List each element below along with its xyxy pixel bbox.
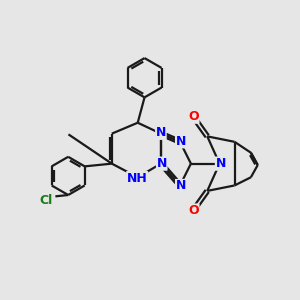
Text: Cl: Cl xyxy=(39,194,52,207)
Text: O: O xyxy=(188,204,199,217)
Text: N: N xyxy=(215,157,226,170)
Text: N: N xyxy=(157,157,167,170)
Text: NH: NH xyxy=(127,172,148,184)
Text: N: N xyxy=(156,126,166,139)
Text: O: O xyxy=(188,110,199,123)
Text: N: N xyxy=(176,179,186,193)
Text: N: N xyxy=(176,135,186,148)
